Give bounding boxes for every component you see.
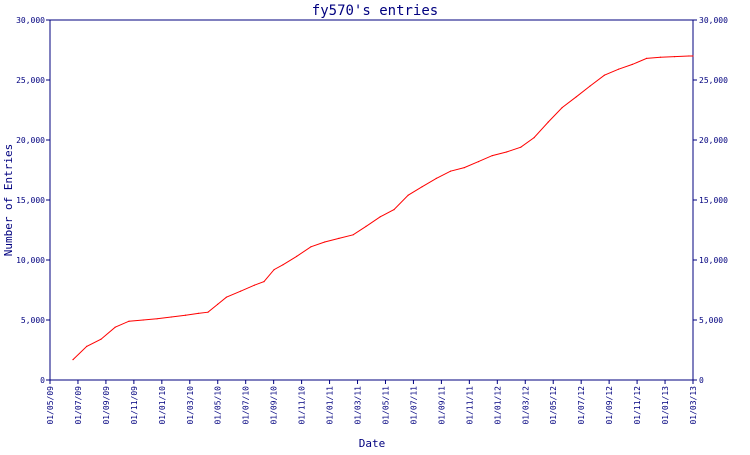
series-line [72,55,693,360]
y-axis-title: Number of Entries [2,144,15,257]
x-tick-label: 01/07/12 [577,386,586,425]
data-point [184,314,187,316]
data-point [296,255,298,257]
data-point [142,319,144,321]
data-point [547,121,549,123]
y-tick-label-left: 0 [40,376,45,385]
x-tick-label: 01/07/11 [409,386,418,425]
data-point [435,177,437,179]
x-tick-label: 01/07/09 [74,386,83,425]
data-point [659,56,662,58]
x-tick-label: 01/09/12 [605,386,614,425]
y-tick-label-right: 5,000 [699,316,723,325]
data-point [491,155,493,157]
data-point [100,338,102,340]
x-tick-label: 01/01/13 [661,386,670,425]
x-tick-label: 01/05/09 [46,386,55,425]
x-tick-label: 01/11/11 [465,386,474,425]
data-point [365,225,367,227]
data-point [646,57,648,60]
data-point [310,246,312,248]
data-point [352,234,354,236]
x-tick-label: 01/03/13 [689,386,698,425]
data-point [505,151,508,153]
y-tick-label-left: 20,000 [16,136,45,145]
data-point [692,55,694,57]
data-point [86,345,88,347]
y-tick-label-left: 30,000 [16,16,45,25]
y-tick-label-right: 15,000 [699,196,728,205]
y-tick-label-right: 25,000 [699,76,728,85]
x-tick-label: 01/05/12 [549,386,558,425]
data-point [72,359,74,361]
data-point [379,216,381,218]
data-point [393,209,395,211]
data-point [273,269,275,271]
x-tick-label: 01/07/10 [242,386,251,425]
y-tick-label-right: 0 [699,376,704,385]
data-point [324,241,326,243]
x-tick-label: 01/03/10 [186,386,195,425]
y-tick-label-right: 30,000 [699,16,728,25]
data-point [477,161,480,163]
data-point [207,311,209,313]
data-point [114,326,116,328]
data-point [674,56,676,58]
x-tick-label: 01/09/11 [437,386,446,425]
data-point [533,137,535,139]
data-point [128,320,130,322]
data-point [618,68,620,70]
x-tick-label: 01/09/09 [102,386,111,425]
data-point [170,316,172,318]
x-tick-label: 01/01/12 [493,386,502,425]
y-tick-label-left: 25,000 [16,76,45,85]
data-point [603,74,606,76]
x-tick-label: 01/05/10 [214,386,223,425]
data-point [240,290,242,292]
data-point [263,281,265,283]
y-tick-label-left: 15,000 [16,196,45,205]
x-tick-label: 01/03/12 [521,386,530,425]
data-point [575,96,577,98]
x-tick-label: 01/11/12 [633,386,642,425]
data-point [520,146,522,148]
chart-title: fy570's entries [312,3,438,19]
data-point [156,318,158,320]
x-tick-label: 01/11/10 [298,386,307,425]
data-point [338,237,340,239]
data-point [197,312,199,314]
y-tick-label-right: 10,000 [699,256,728,265]
x-axis-title: Date [359,437,386,450]
data-point [421,186,423,188]
x-tick-label: 01/01/10 [158,386,167,425]
plot-area: 0 0 5,000 5,000 10,000 10,000 15,000 15,000 20,0… [16,16,728,425]
data-point [561,107,563,109]
y-tick-label-left: 5,000 [21,316,45,325]
data-point [253,284,255,286]
x-tick-label: 01/09/10 [270,386,279,425]
y-tick-label-left: 10,000 [16,256,45,265]
data-point [225,296,227,298]
x-tick-label: 01/11/09 [130,386,139,425]
data-point [282,264,284,266]
x-tick-label: 01/01/11 [326,386,335,425]
data-point [217,303,219,305]
plot-frame [49,19,694,381]
data-point [688,55,690,57]
data-point [449,170,452,172]
data-point [589,85,591,87]
y-tick-label-right: 20,000 [699,136,728,145]
x-tick-label: 01/03/11 [354,386,363,425]
data-point [407,194,409,196]
x-tick-label: 01/05/11 [381,386,390,425]
data-point [631,63,634,65]
data-point [463,167,465,169]
